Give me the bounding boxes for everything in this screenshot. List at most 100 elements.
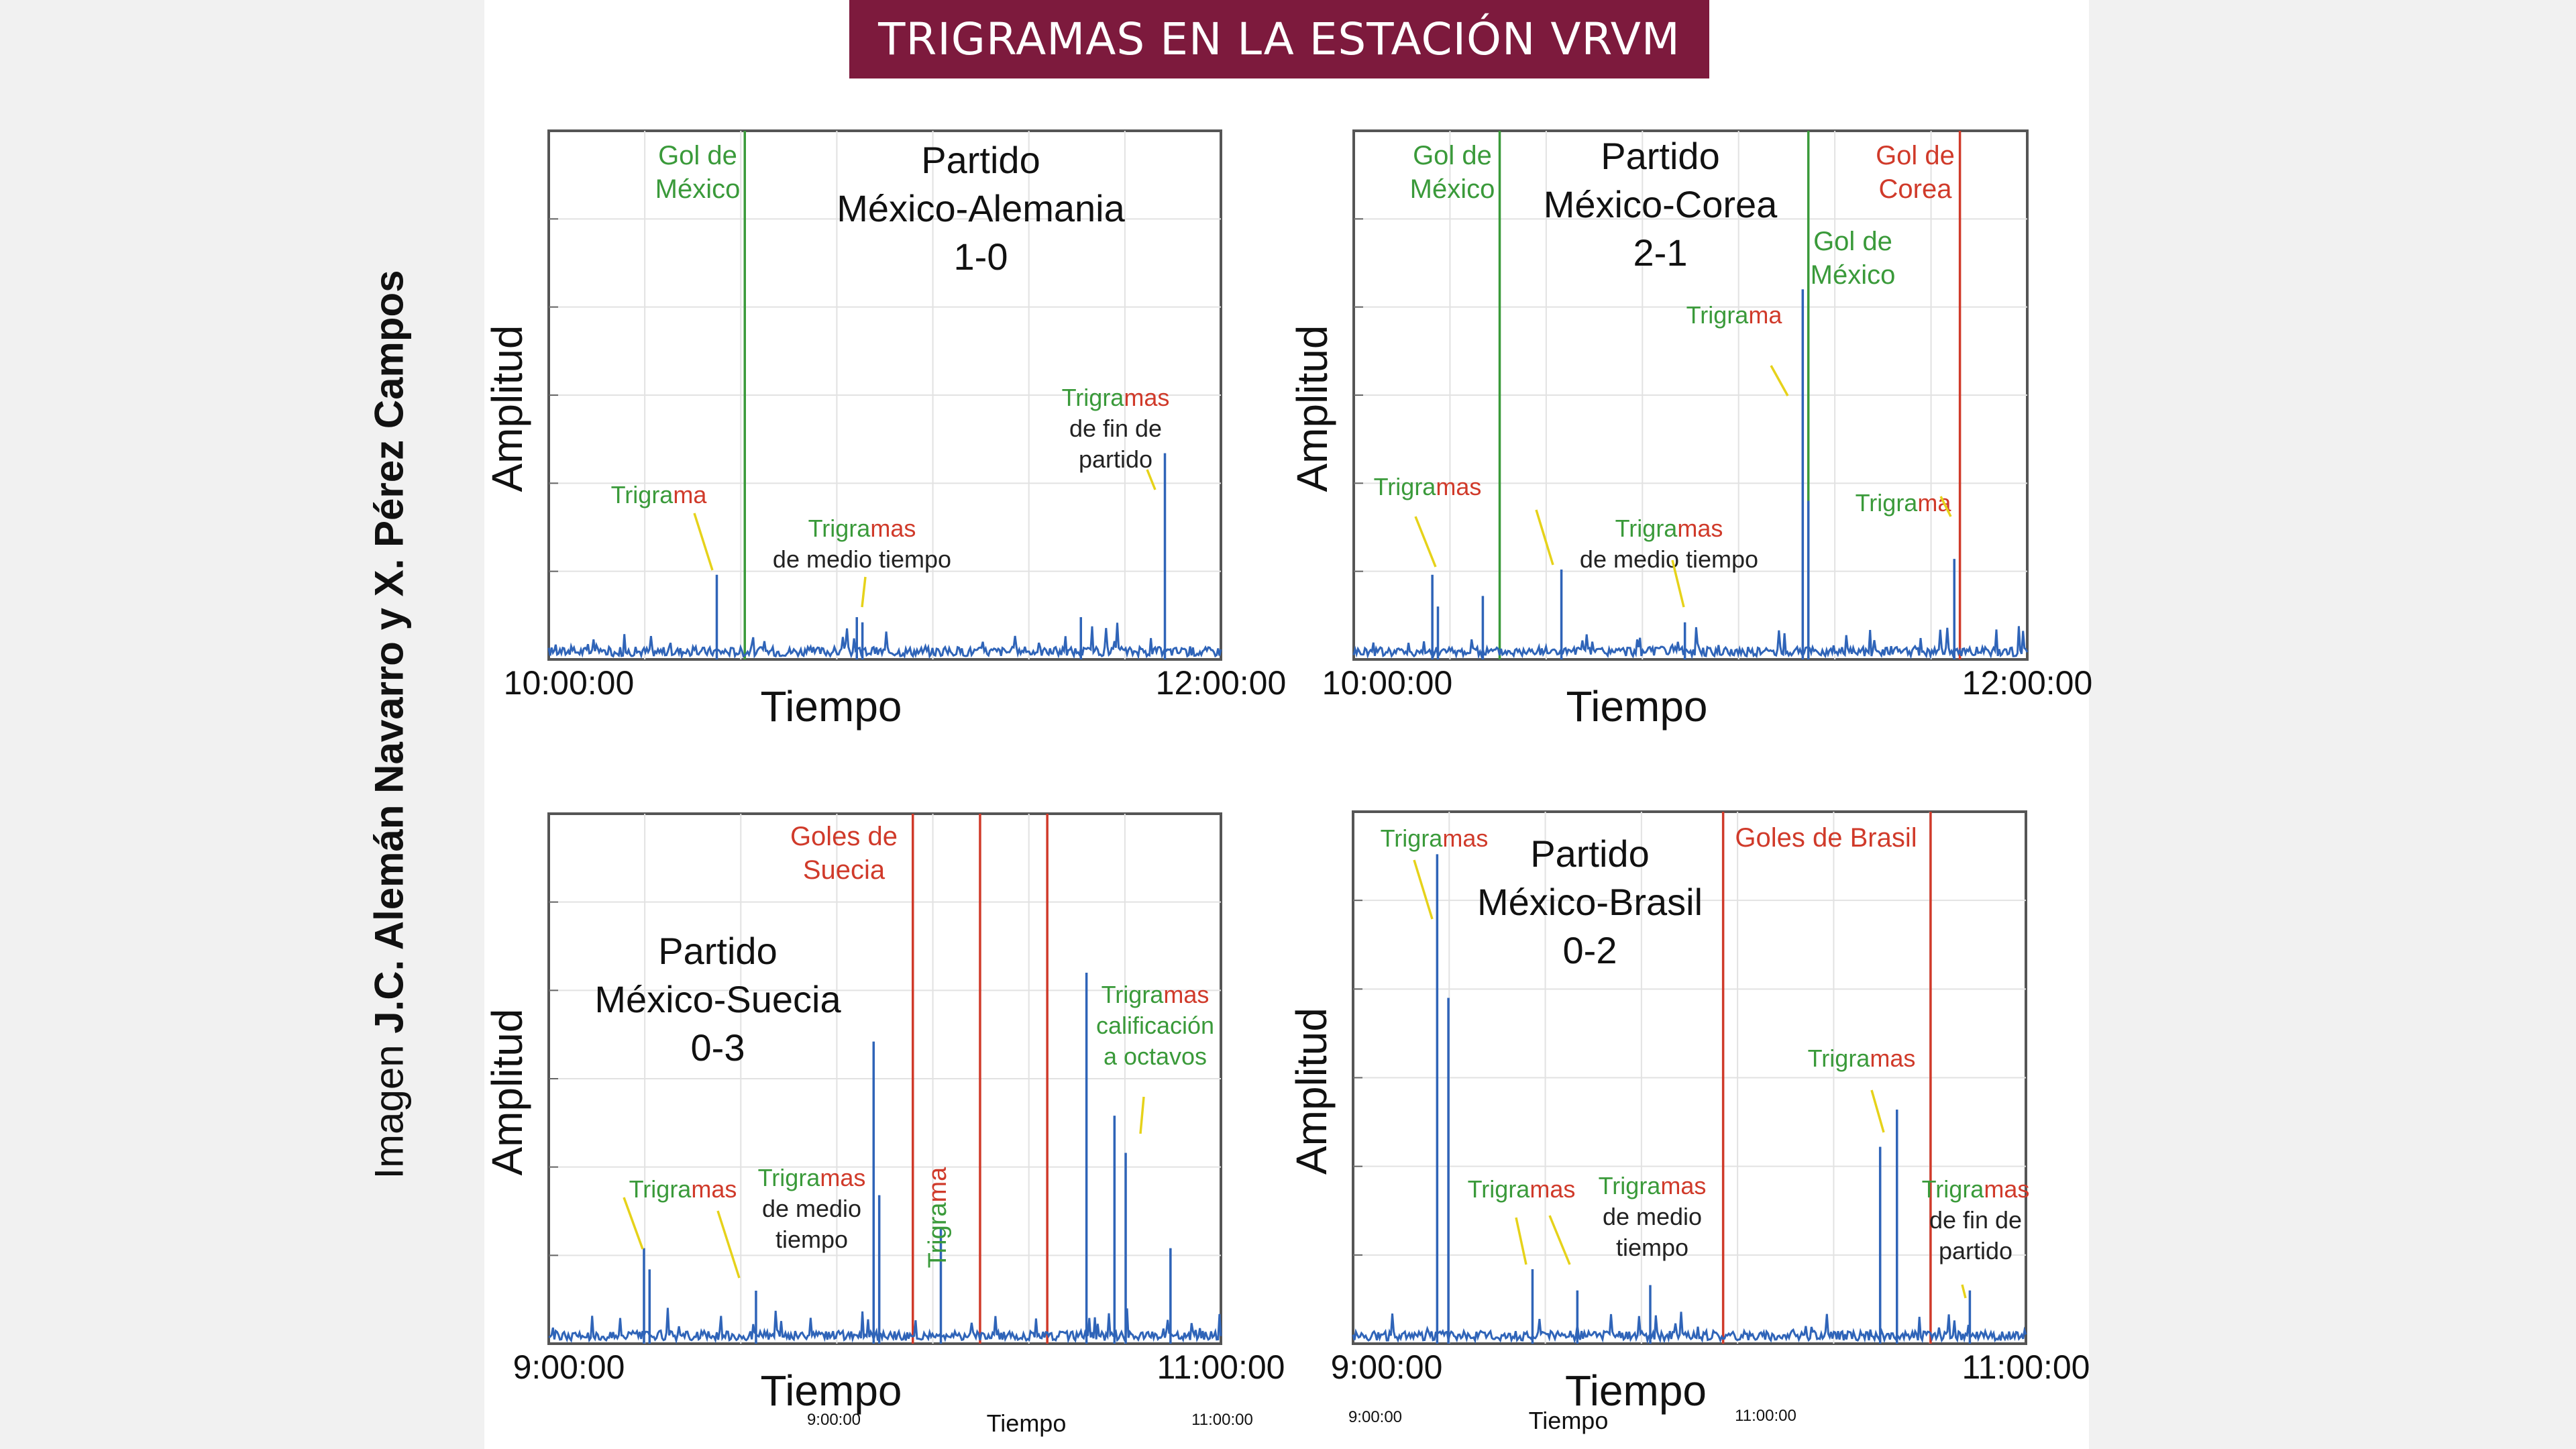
- x-start-label: 10:00:00: [1322, 664, 1453, 702]
- chart-title-line: 0-2: [1563, 929, 1617, 971]
- chart-title-line: México-Corea: [1544, 183, 1778, 225]
- chart-title-line: 2-1: [1633, 231, 1688, 274]
- annotation-line: a octavos: [1104, 1042, 1207, 1070]
- annotation-part: mas: [1677, 515, 1723, 542]
- annotation-line: de medio: [762, 1195, 861, 1222]
- annotation-arrow: [1939, 496, 1952, 517]
- annotation-line: calificación: [1096, 1012, 1214, 1039]
- chart-title-line: Partido: [1530, 833, 1649, 875]
- chart-panel-2: Partido México-Corea 2-1 Gol de México Gol de…: [1288, 129, 2093, 731]
- annotation-arrow: [1770, 365, 1789, 396]
- chart-panel-3: Partido México-Suecia 0-3 Goles de Suecia Tri…: [483, 812, 1285, 1415]
- annotation-part: Trigra: [1922, 1175, 1985, 1203]
- annotation-part: ma: [1748, 301, 1782, 329]
- annotation-arrow: [1139, 1096, 1145, 1134]
- annotation-part: Trigra: [924, 1202, 952, 1269]
- x-axis-label: Tiempo: [1566, 682, 1707, 731]
- annotation-arrow: [861, 576, 867, 608]
- annotation-arrow: [1961, 1284, 1967, 1299]
- annotation-label: Trigramas: [1374, 473, 1482, 500]
- annotation-arrow: [693, 513, 714, 571]
- goal-label: Gol de: [658, 141, 737, 170]
- chart-title-line: Partido: [921, 139, 1040, 181]
- annotation-part: mas: [1436, 473, 1481, 500]
- annotation-part: Trigra: [1856, 489, 1919, 517]
- chart-panel-1: Partido México-Alemania 1-0 Gol de México Tri…: [483, 129, 1287, 731]
- annotation-label: Trigramas: [1381, 824, 1489, 852]
- seismic-trace: [547, 453, 1222, 660]
- annotation-label: Trigramas: [758, 1164, 866, 1191]
- x-end-label: 11:00:00: [1962, 1348, 2090, 1386]
- seismic-trace: [548, 973, 1222, 1344]
- annotation-line: de fin de: [1929, 1206, 2022, 1234]
- annotation-label: Trigramas: [1468, 1175, 1576, 1203]
- annotation-arrow: [1515, 1217, 1527, 1265]
- chart-panel-4: Partido México-Brasil 0-2 Goles de Brasil Tr…: [1287, 810, 2090, 1415]
- annotation-line: partido: [1939, 1237, 2012, 1265]
- annotation-part: mas: [691, 1175, 737, 1203]
- annotation-part: mas: [1984, 1175, 2029, 1203]
- seismic-trace: [1352, 854, 2027, 1344]
- annotation-part: Trigra: [1062, 384, 1125, 411]
- annotation-part: Trigra: [629, 1175, 692, 1203]
- footer-center-label: Tiempo: [987, 1409, 1067, 1437]
- annotation-label: Trigramas: [1599, 1172, 1707, 1199]
- annotation-part: ma: [1917, 489, 1951, 517]
- x-start-label: 9:00:00: [513, 1348, 625, 1386]
- x-end-label: 12:00:00: [1156, 664, 1287, 702]
- annotation-part: Trigra: [1468, 1175, 1531, 1203]
- annotation-arrow: [1414, 516, 1437, 568]
- annotation-line: de medio tiempo: [773, 545, 951, 573]
- annotation-part: Trigra: [1808, 1044, 1871, 1072]
- annotation-line: tiempo: [775, 1226, 848, 1253]
- chart-title-line: 1-0: [954, 235, 1008, 278]
- chart-title-line: Partido: [658, 930, 777, 972]
- annotation-part: ma: [924, 1167, 952, 1203]
- x-axis-label: Tiempo: [1565, 1366, 1707, 1415]
- annotation-part: mas: [820, 1164, 865, 1191]
- y-axis-label: Amplitud: [483, 325, 531, 492]
- footer2-center-label: Tiempo: [1529, 1407, 1609, 1434]
- y-axis-label: Amplitud: [1288, 325, 1336, 492]
- footer2-right-time: 11:00:00: [1735, 1407, 1796, 1425]
- annotation-arrow: [623, 1197, 644, 1250]
- annotation-label: Trigrama: [924, 1167, 952, 1268]
- annotation-arrow: [1548, 1215, 1571, 1265]
- annotation-arrow: [1671, 559, 1685, 608]
- goal-label: México: [655, 174, 741, 204]
- y-axis-label: Amplitud: [1287, 1008, 1336, 1175]
- annotation-part: mas: [1870, 1044, 1915, 1072]
- goal-label: Suecia: [803, 855, 885, 885]
- chart-title-line: Partido: [1601, 135, 1719, 177]
- chart-title-line: México-Alemania: [837, 187, 1125, 229]
- annotation-line: tiempo: [1616, 1234, 1688, 1261]
- x-end-label: 11:00:00: [1157, 1348, 1285, 1386]
- goal-label: Gol de: [1813, 227, 1892, 256]
- annotation-part: mas: [1124, 384, 1169, 411]
- annotation-part: Trigra: [611, 481, 674, 508]
- annotation-label: Trigramas: [629, 1175, 737, 1203]
- goal-label: Gol de: [1413, 141, 1492, 170]
- annotation-label: Trigramas: [808, 515, 916, 542]
- chart-title-line: 0-3: [691, 1026, 745, 1069]
- footer-right-time: 11:00:00: [1191, 1411, 1253, 1429]
- x-end-label: 12:00:00: [1962, 664, 2093, 702]
- annotation-part: mas: [1163, 981, 1209, 1008]
- annotation-line: de medio tiempo: [1580, 545, 1758, 573]
- seismic-trace: [1352, 289, 2029, 660]
- annotation-label: Trigramas: [1062, 384, 1170, 411]
- annotation-part: Trigra: [1599, 1172, 1662, 1199]
- annotation-arrow: [1870, 1089, 1885, 1133]
- annotation-part: Trigra: [1374, 473, 1437, 500]
- annotation-arrow: [1413, 859, 1434, 920]
- annotation-part: mas: [870, 515, 916, 542]
- annotation-arrow: [1146, 469, 1157, 490]
- x-axis-label: Tiempo: [760, 1366, 902, 1415]
- annotation-part: Trigra: [1686, 301, 1750, 329]
- annotation-part: Trigra: [1381, 824, 1444, 852]
- annotation-arrow: [716, 1210, 741, 1279]
- footer-left-time: 9:00:00: [807, 1411, 861, 1429]
- annotation-arrow: [1535, 509, 1554, 566]
- goal-label: Gol de: [1876, 141, 1955, 170]
